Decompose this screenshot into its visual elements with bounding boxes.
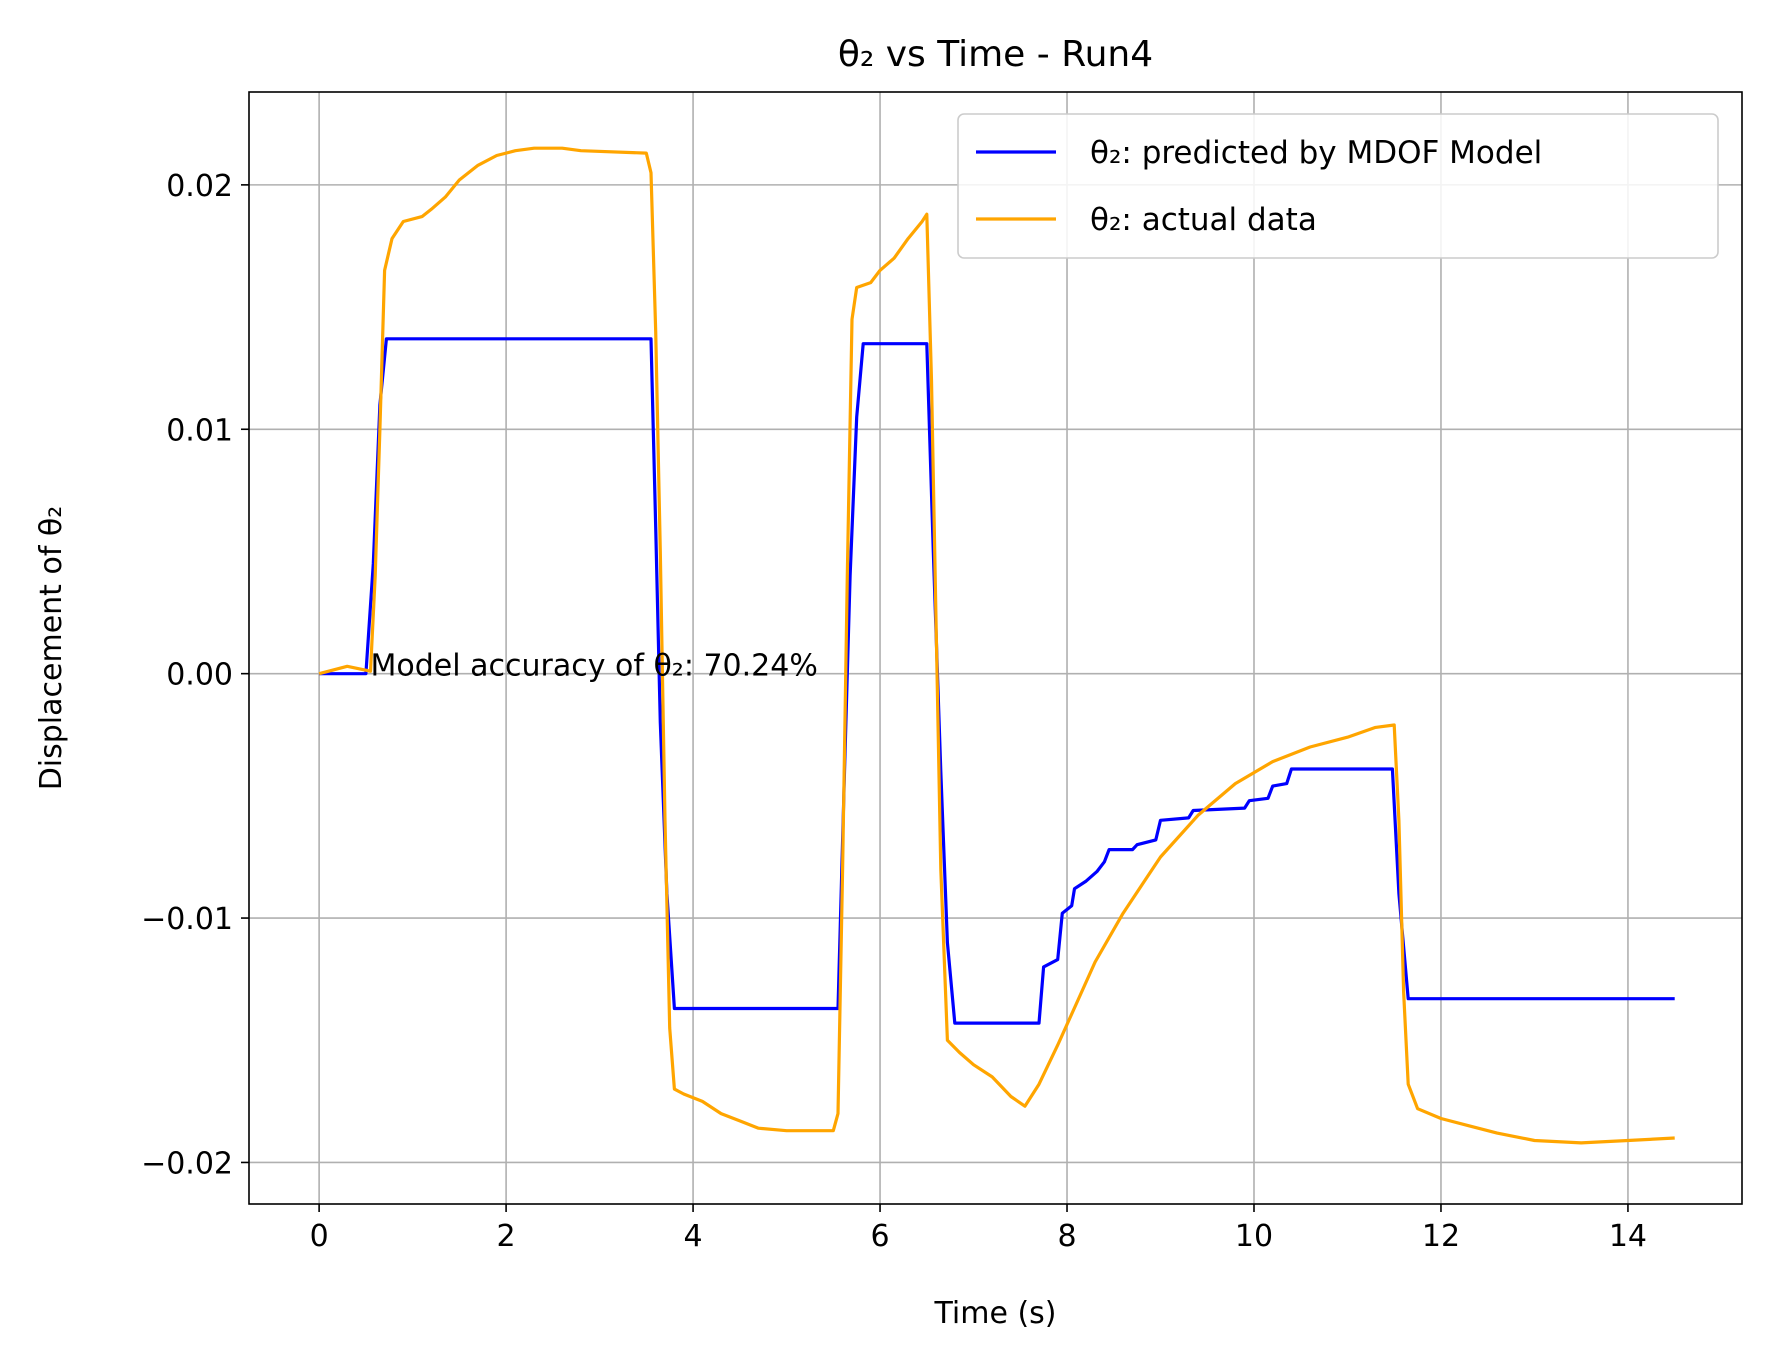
x-tick-label: 10 [1235, 1219, 1273, 1254]
x-tick-label: 2 [497, 1219, 516, 1254]
x-tick-label: 12 [1422, 1219, 1460, 1254]
legend: θ₂: predicted by MDOF Model θ₂: actual d… [957, 113, 1719, 259]
accuracy-annotation: Model accuracy of θ₂: 70.24% [371, 649, 818, 684]
y-axis-label: Displacement of θ₂ [34, 506, 69, 791]
y-tick-label: −0.01 [141, 902, 233, 937]
x-tick-label: 0 [310, 1219, 329, 1254]
series-line-actual [318, 146, 1675, 1145]
x-tick-label: 4 [684, 1219, 703, 1254]
x-tick-label: 14 [1609, 1219, 1647, 1254]
series-lines [318, 146, 1675, 1145]
chart-title: θ₂ vs Time - Run4 [838, 34, 1153, 75]
grid [249, 92, 1742, 1204]
y-tick-label: 0.02 [166, 169, 233, 204]
legend-label-actual: θ₂: actual data [1090, 202, 1317, 238]
legend-box [957, 113, 1719, 259]
y-tick-label: 0.00 [166, 658, 233, 693]
plot-frame [248, 91, 1743, 1205]
y-tick-label: −0.02 [141, 1146, 233, 1181]
x-tick-label: 6 [870, 1219, 889, 1254]
legend-label-predicted: θ₂: predicted by MDOF Model [1090, 135, 1542, 171]
x-axis-label: Time (s) [934, 1296, 1057, 1331]
axis-ticks: 0 2 4 6 8 10 12 14 0.02 0.01 0.00 −0.01 −0.02 [141, 169, 1647, 1254]
x-tick-label: 8 [1057, 1219, 1076, 1254]
y-tick-label: 0.01 [166, 413, 233, 448]
